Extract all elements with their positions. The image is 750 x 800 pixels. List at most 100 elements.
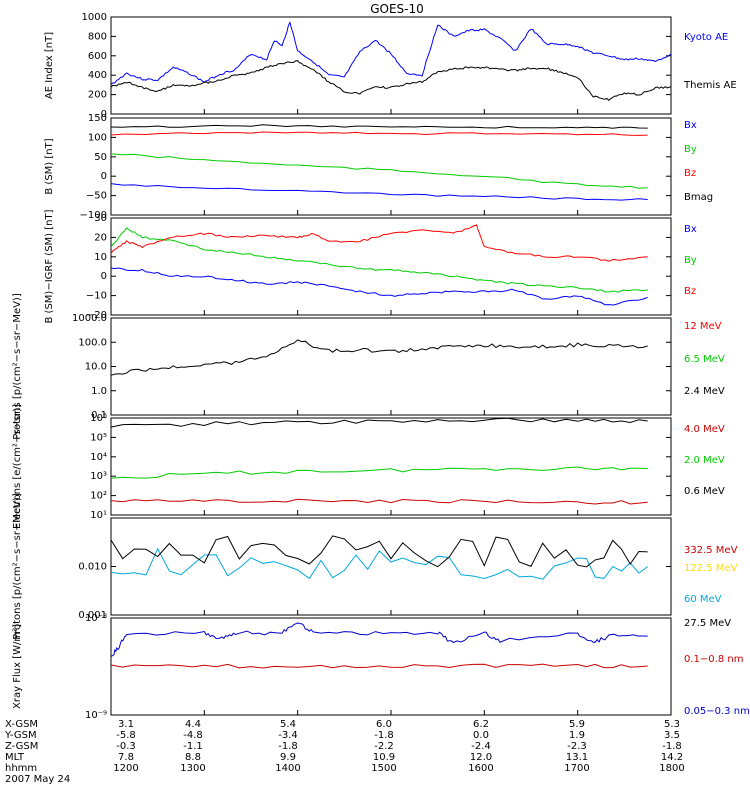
series-line — [110, 663, 648, 669]
y-tick-label: 10 — [94, 252, 107, 263]
ephemeris-value: 14.2 — [661, 752, 683, 763]
ephemeris-value: 0.0 — [473, 730, 489, 741]
ephemeris-label: MLT — [5, 752, 25, 763]
ephemeris-value: -4.8 — [183, 730, 203, 741]
y-tick-label: 1000 — [82, 12, 107, 23]
panel-6: 0.001 0.010 Protons [p/(cm²−s−sr−MeV)] 332.… — [12, 493, 738, 640]
y-tick-label: 0 — [101, 271, 107, 282]
y-tick-label: −10 — [86, 291, 107, 302]
panel-2: −100 −50 0 50 100 150 B (SM) [nT] Bx By Bz Bmag — [44, 113, 713, 221]
legend-entry: Bz — [684, 168, 696, 179]
ephemeris-value: 6.2 — [473, 719, 489, 730]
ephemeris-label: Y-GSM — [4, 730, 37, 741]
series-line — [110, 339, 648, 376]
y-tick-label: −50 — [86, 191, 107, 202]
ephemeris-value: 1400 — [275, 763, 300, 774]
y-tick-label: −100 — [80, 210, 107, 221]
ephemeris-value: 1.9 — [569, 730, 585, 741]
ephemeris-value: -2.2 — [374, 741, 394, 752]
legend-entry: Bz — [684, 286, 696, 297]
y-tick-label: 1000.0 — [72, 313, 107, 324]
y-tick-label: 10.0 — [85, 362, 107, 373]
ephemeris-value: 6.0 — [376, 719, 392, 730]
panel-frame — [110, 217, 672, 316]
ephemeris-value: 1800 — [659, 763, 684, 774]
ephemeris-value: -1.1 — [183, 741, 203, 752]
ephemeris-value: 13.1 — [566, 752, 588, 763]
series-line — [110, 20, 672, 85]
panel-7: 10⁻⁹ 10⁻⁸ Xray Flux [W/m²] 0.1−0.8 nm 0.05−0… — [12, 613, 750, 721]
series-line — [110, 183, 648, 201]
legend-entry: 6.5 MeV — [684, 354, 725, 365]
y-tick-label: 10⁶ — [90, 413, 107, 424]
legend-entry: 12 MeV — [684, 321, 722, 332]
series-line — [110, 124, 648, 129]
y-tick-label: 0.001 — [78, 610, 107, 621]
ephemeris-value: 12.0 — [470, 752, 492, 763]
panel-frame — [110, 117, 672, 216]
ephemeris-value: 3.5 — [664, 730, 680, 741]
legend-entry: By — [684, 255, 697, 266]
legend-entry: 4.0 MeV — [684, 424, 725, 435]
legend-entry: 0.6 MeV — [684, 486, 725, 497]
series-line — [110, 227, 648, 293]
ephemeris-value: -1.8 — [662, 741, 682, 752]
y-axis-label: Xray Flux [W/m²] — [12, 624, 23, 709]
plot-title: GOES-10 — [370, 2, 424, 16]
series-line — [110, 547, 648, 580]
y-tick-label: 0.1 — [91, 410, 107, 421]
legend-entry: Kyoto AE — [684, 32, 728, 43]
legend-entry: 2.0 MeV — [684, 455, 725, 466]
legend-entry: Bx — [684, 224, 697, 235]
series-line — [110, 224, 648, 262]
series-line — [110, 466, 648, 479]
legend-entry: 60 MeV — [684, 594, 722, 605]
panel-5: 10¹ 10² 10³ 10⁴ 10⁵ 10⁶ Electrons [e/(cm²−s−sr… — [12, 404, 725, 529]
y-tick-label: 600 — [88, 51, 107, 62]
ephemeris-value: 10.9 — [373, 752, 395, 763]
ephemeris-value: -1.8 — [374, 730, 394, 741]
ephemeris-label: Z-GSM — [5, 741, 38, 752]
ephemeris-value: -2.3 — [567, 741, 587, 752]
y-tick-label: 0 — [101, 109, 107, 120]
y-tick-label: 30 — [94, 213, 107, 224]
y-tick-label: 150 — [88, 113, 107, 124]
y-tick-label: 10⁻⁹ — [85, 710, 107, 721]
legend-entry: Bx — [684, 120, 697, 131]
ephemeris-label: X-GSM — [5, 719, 38, 730]
series-line — [110, 622, 648, 658]
series-line — [110, 131, 648, 136]
legend-entry: By — [684, 144, 697, 155]
y-tick-label: 100 — [88, 132, 107, 143]
y-axis-label: Protons [p/(cm²−s−sr−MeV)] — [12, 293, 23, 440]
y-axis-label: Electrons [e/(cm²−s−sr)] — [12, 404, 23, 529]
y-tick-label: 0 — [101, 171, 107, 182]
ephemeris-value: -2.4 — [471, 741, 491, 752]
y-tick-label: 10¹ — [90, 510, 107, 521]
ephemeris-value: 3.1 — [118, 719, 134, 730]
legend-entry: 0.1−0.8 nm — [684, 654, 743, 665]
y-tick-label: 50 — [94, 152, 107, 163]
y-tick-label: 1.0 — [91, 386, 107, 397]
y-tick-label: 10² — [90, 491, 107, 502]
y-axis-label: Protons [p/(cm²−s−sr−MeV)] — [12, 493, 23, 640]
y-axis-label: AE Index [nT] — [44, 32, 55, 99]
y-tick-label: 10³ — [90, 471, 107, 482]
y-tick-label: 400 — [88, 70, 107, 81]
ephemeris-value: 1300 — [180, 763, 205, 774]
ephemeris-value: 1600 — [468, 763, 493, 774]
ephemeris-value: 8.8 — [185, 752, 201, 763]
ephemeris-value: 5.3 — [664, 719, 680, 730]
y-tick-label: 20 — [94, 232, 107, 243]
ephemeris-value: 1500 — [371, 763, 396, 774]
series-line — [110, 153, 648, 189]
series-line — [110, 267, 648, 306]
ephemeris-value: 4.4 — [185, 719, 201, 730]
legend-entry: Themis AE — [683, 80, 737, 91]
y-tick-label: 10⁴ — [90, 452, 107, 463]
y-tick-label: 800 — [88, 31, 107, 42]
ephemeris-value: -0.3 — [116, 741, 136, 752]
y-tick-label: 0.010 — [78, 562, 107, 573]
